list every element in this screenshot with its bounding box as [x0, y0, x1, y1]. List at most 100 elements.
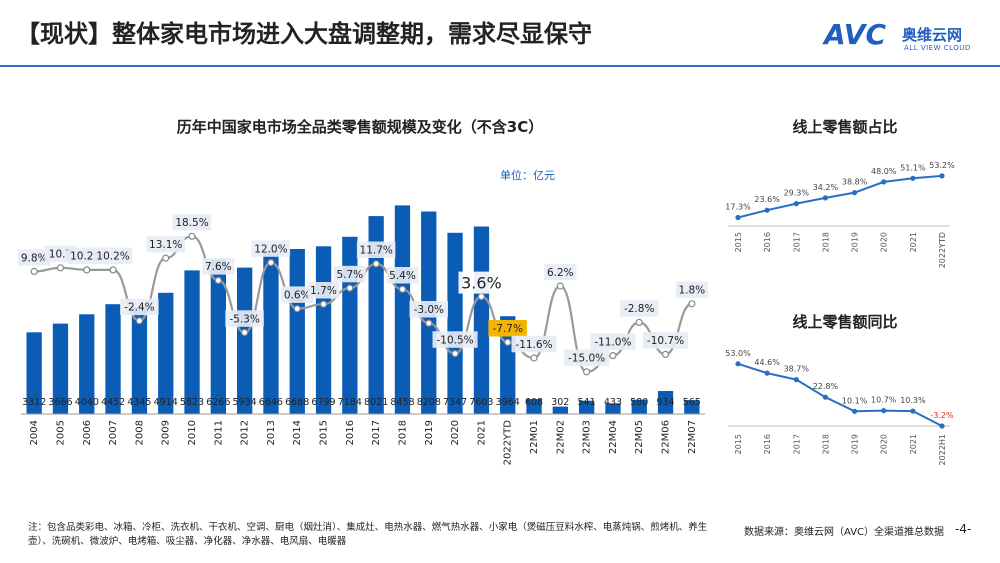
growth-point-2018: [398, 285, 407, 293]
growth-label-2013: 12.0%: [254, 243, 287, 255]
growth-point-22M07: [688, 300, 696, 308]
growth-point-2015: [319, 300, 328, 308]
growth-label-22M02: 6.2%: [547, 267, 574, 279]
growth-label-2022YTD: -7.7%: [492, 323, 522, 335]
bar-22M02: [552, 406, 568, 414]
share-point-2021: [910, 175, 916, 181]
bar-2015: [315, 246, 332, 414]
x-tick-22M02: 22M02: [555, 420, 566, 454]
growth-point-2006: [83, 266, 91, 274]
growth-point-22M03: [582, 368, 591, 376]
growth-label-bg-2008: [120, 298, 159, 316]
x-tick-2018: 2018: [398, 420, 409, 445]
online-yoy-title: 线上零售额同比: [792, 313, 897, 331]
bar-22M06: [657, 391, 674, 414]
growth-label-bg-2013: [251, 240, 291, 257]
share-x-tick-2020: 2020: [880, 232, 889, 252]
x-tick-2011: 2011: [213, 420, 224, 445]
logo-cn-text: 奥维云网: [902, 26, 963, 44]
yoy-value-label-2015: 53.0%: [725, 349, 751, 358]
share-value-label-2016: 23.6%: [754, 195, 780, 204]
yoy-point-2016: [764, 370, 770, 376]
growth-label-bg-2021: [458, 271, 505, 294]
value-label-22M01: 608: [525, 397, 543, 408]
main-chart: 历年中国家电市场全品类零售额规模及变化（不含3C） 单位：亿元 9.8% 10.7…: [18, 118, 708, 465]
x-tick-2013: 2013: [266, 420, 277, 445]
share-x-tick-2022YTD: 2022YTD: [938, 232, 947, 268]
value-label-2007: 4452: [101, 397, 125, 408]
share-x-tick-2021: 2021: [909, 232, 918, 252]
bar-22M04: [605, 403, 621, 414]
x-tick-22M07: 22M07: [687, 420, 698, 454]
yoy-x-tick-2016: 2016: [763, 434, 772, 454]
growth-label-bg-2022YTD: [488, 320, 527, 337]
growth-point-22M02: [556, 282, 564, 290]
yoy-value-label-2017: 38.7%: [784, 365, 810, 374]
yoy-x-tick-2020: 2020: [880, 434, 889, 454]
growth-label-2018: 5.4%: [389, 270, 416, 282]
growth-point-2020: [451, 350, 459, 358]
online-share-chart: 线上零售额占比 17.3%23.6% 29.3%34.2%38.8%48.0% 51…: [725, 118, 955, 268]
growth-label-22M06: -10.7%: [647, 335, 684, 347]
page-title: 【现状】整体家电市场进入大盘调整期，需求尽显保守: [16, 20, 592, 48]
growth-point-2014: [293, 305, 301, 313]
x-tick-2017: 2017: [371, 420, 382, 445]
value-label-2005: 3666: [48, 397, 72, 408]
yoy-point-2021: [910, 408, 916, 414]
x-tick-2016: 2016: [345, 420, 356, 445]
yoy-point-2022H1: [939, 423, 945, 429]
bar-2020: [447, 232, 463, 414]
share-value-label-2018: 34.2%: [813, 183, 839, 192]
bar-2008: [131, 306, 148, 414]
growth-label-2004: 9.8%: [21, 252, 48, 264]
growth-label-22M07: 1.8%: [678, 285, 705, 297]
growth-label-2021: 3.6%: [461, 273, 502, 292]
growth-point-2016: [346, 284, 354, 292]
yoy-point-2017: [793, 377, 799, 383]
share-point-2018: [822, 195, 829, 201]
yoy-point-2015: [735, 361, 741, 367]
growth-point-2004: [30, 267, 38, 276]
growth-label-bg-2009: [146, 235, 185, 253]
growth-label-bg-2011: [202, 258, 235, 275]
share-value-label-2017: 29.3%: [784, 189, 810, 198]
growth-label-2016: 5.7%: [336, 269, 363, 281]
growth-label-bg-2020: [432, 331, 478, 348]
growth-label-2008: -2.4%: [124, 302, 154, 314]
value-label-2004: 3312: [22, 397, 46, 408]
bar-22M01: [526, 399, 542, 414]
main-chart-title: 历年中国家电市场全品类零售额规模及变化（不含3C）: [177, 118, 543, 136]
growth-label-bg-22M03: [564, 349, 610, 366]
value-label-22M05: 580: [630, 397, 648, 408]
share-series-line: [737, 174, 943, 219]
x-tick-22M06: 22M06: [661, 420, 672, 454]
growth-label-2015: 1.7%: [310, 285, 337, 297]
bar-22M03: [579, 400, 595, 414]
value-label-22M03: 541: [578, 397, 596, 408]
bar-2010: [184, 270, 200, 414]
share-x-tick-2017: 2017: [792, 232, 801, 252]
x-tick-2019: 2019: [424, 420, 435, 445]
value-label-2018: 8458: [390, 397, 414, 408]
value-label-2008: 4345: [127, 397, 151, 408]
growth-point-22M04: [609, 352, 617, 360]
growth-label-bg-2017: [356, 241, 396, 258]
x-tick-2009: 2009: [161, 420, 172, 445]
bar-2005: [52, 323, 69, 414]
bar-2014: [289, 249, 305, 414]
growth-label-bg-2019: [409, 301, 448, 318]
value-label-2019: 8208: [417, 397, 441, 408]
growth-point-2009: [162, 254, 170, 262]
value-label-2017: 8021: [364, 397, 388, 408]
x-tick-2012: 2012: [240, 420, 251, 445]
growth-label-2020: -10.5%: [437, 334, 474, 346]
share-value-label-2022YTD: 53.2%: [929, 161, 955, 170]
x-tick-2021: 2021: [476, 420, 487, 445]
bar-2021: [473, 226, 490, 414]
yoy-value-label-2016: 44.6%: [754, 358, 780, 367]
bar-2007: [105, 304, 121, 414]
share-point-2020: [881, 179, 887, 185]
value-label-2010: 5823: [180, 397, 204, 408]
share-x-tick-2016: 2016: [763, 232, 772, 252]
